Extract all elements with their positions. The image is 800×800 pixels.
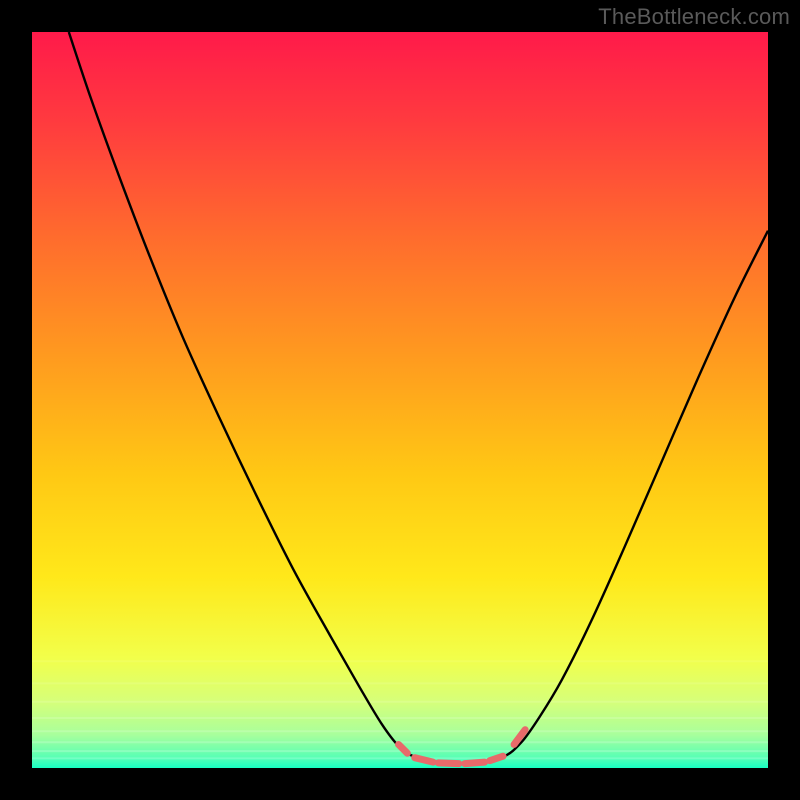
gradient-plot-area	[32, 32, 768, 768]
chart-canvas: TheBottleneck.com	[0, 0, 800, 800]
bottleneck-chart-svg	[0, 0, 800, 800]
watermark-text: TheBottleneck.com	[598, 4, 790, 30]
